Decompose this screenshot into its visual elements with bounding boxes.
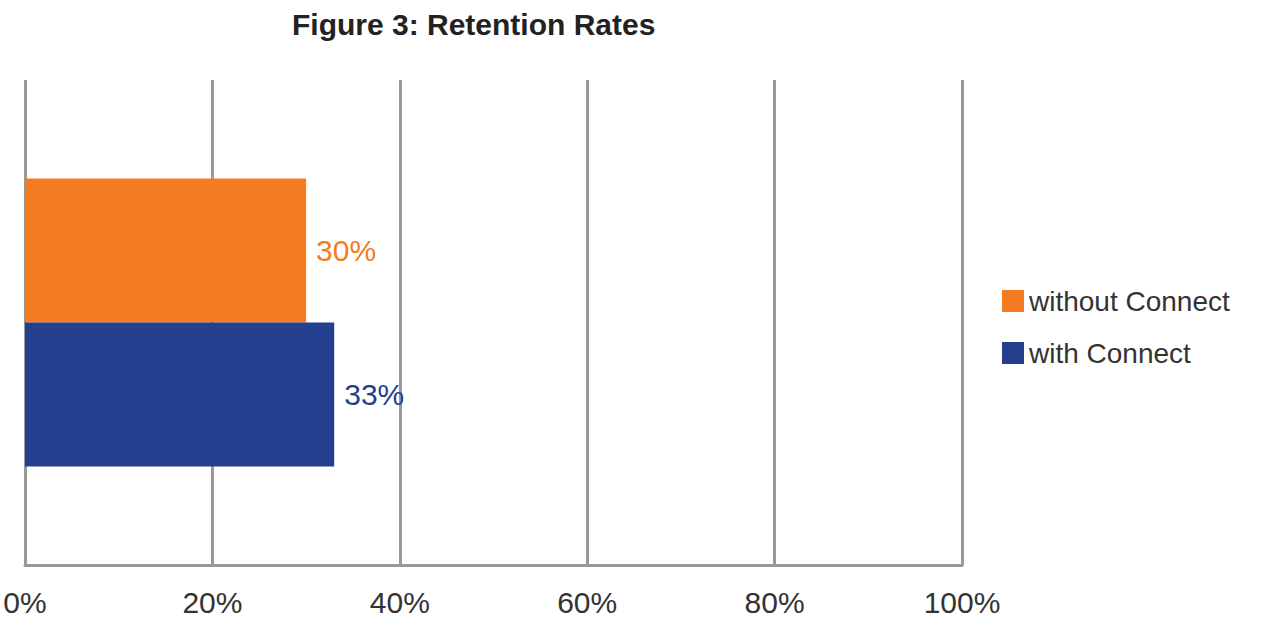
svg-text:20%: 20%: [182, 586, 242, 619]
svg-text:100%: 100%: [924, 586, 1001, 619]
svg-text:80%: 80%: [745, 586, 805, 619]
svg-text:40%: 40%: [370, 586, 430, 619]
svg-text:60%: 60%: [557, 586, 617, 619]
svg-text:33%: 33%: [344, 378, 404, 411]
svg-text:Figure 3: Retention Rates: Figure 3: Retention Rates: [292, 8, 655, 41]
svg-text:without Connect: without Connect: [1028, 286, 1230, 317]
svg-text:0%: 0%: [3, 586, 46, 619]
svg-text:with Connect: with Connect: [1028, 338, 1191, 369]
svg-text:30%: 30%: [316, 234, 376, 267]
